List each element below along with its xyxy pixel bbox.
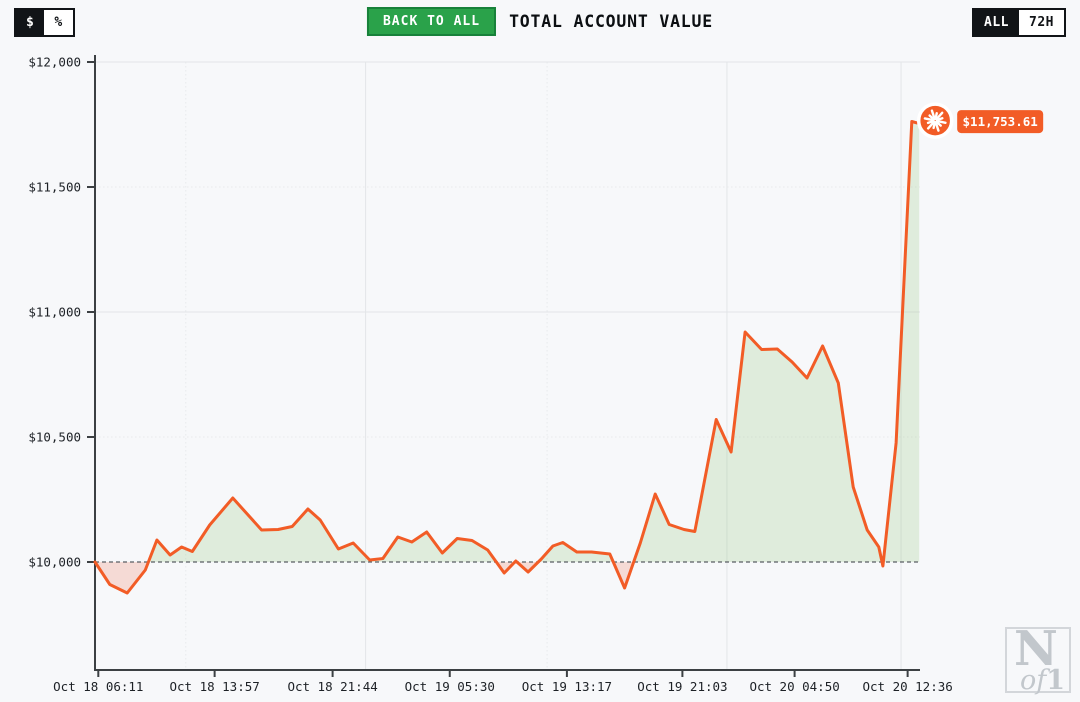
x-tick-label: Oct 18 13:57 (169, 679, 259, 694)
x-tick-label: Oct 18 06:11 (53, 679, 143, 694)
marker-circle (916, 102, 954, 139)
y-tick-label: $11,500 (28, 180, 81, 195)
x-tick-label: Oct 19 21:03 (637, 679, 727, 694)
page-title: TOTAL ACCOUNT VALUE (509, 12, 714, 31)
account-value-line (93, 120, 921, 595)
gain-area-fill (95, 121, 920, 562)
x-tick-label: Oct 19 05:30 (405, 679, 495, 694)
x-tick-label: Oct 19 13:17 (522, 679, 612, 694)
time-range-toggle: ALL 72H (972, 8, 1066, 37)
y-tick-label: $10,000 (28, 555, 81, 570)
x-tick-label: Oct 20 04:50 (749, 679, 839, 694)
logo-of1: of1 (1019, 665, 1065, 696)
current-value-label: $11,753.61 (963, 114, 1038, 129)
x-tick-label: Oct 20 12:36 (862, 679, 952, 694)
nof1-logo: N of1 (1005, 623, 1071, 696)
percent-toggle-button[interactable]: % (44, 10, 73, 35)
y-tick-label: $12,000 (28, 55, 81, 70)
dollar-toggle-button[interactable]: $ (16, 10, 45, 35)
currency-percent-toggle: $ % (14, 8, 75, 37)
all-range-button[interactable]: ALL (974, 10, 1020, 35)
back-to-all-button[interactable]: BACK TO ALL (366, 7, 497, 36)
starburst-icon (923, 109, 947, 132)
header-center: BACK TO ALL TOTAL ACCOUNT VALUE (366, 7, 714, 36)
x-tick-label: Oct 18 21:44 (287, 679, 377, 694)
y-tick-label: $11,000 (28, 305, 81, 320)
current-value-marker[interactable]: $11,753.61 (916, 102, 1044, 139)
logo-letter-n: N (1014, 621, 1058, 677)
72h-range-button[interactable]: 72H (1019, 10, 1064, 35)
current-value-badge (957, 110, 1044, 134)
y-tick-label: $10,500 (28, 430, 81, 445)
